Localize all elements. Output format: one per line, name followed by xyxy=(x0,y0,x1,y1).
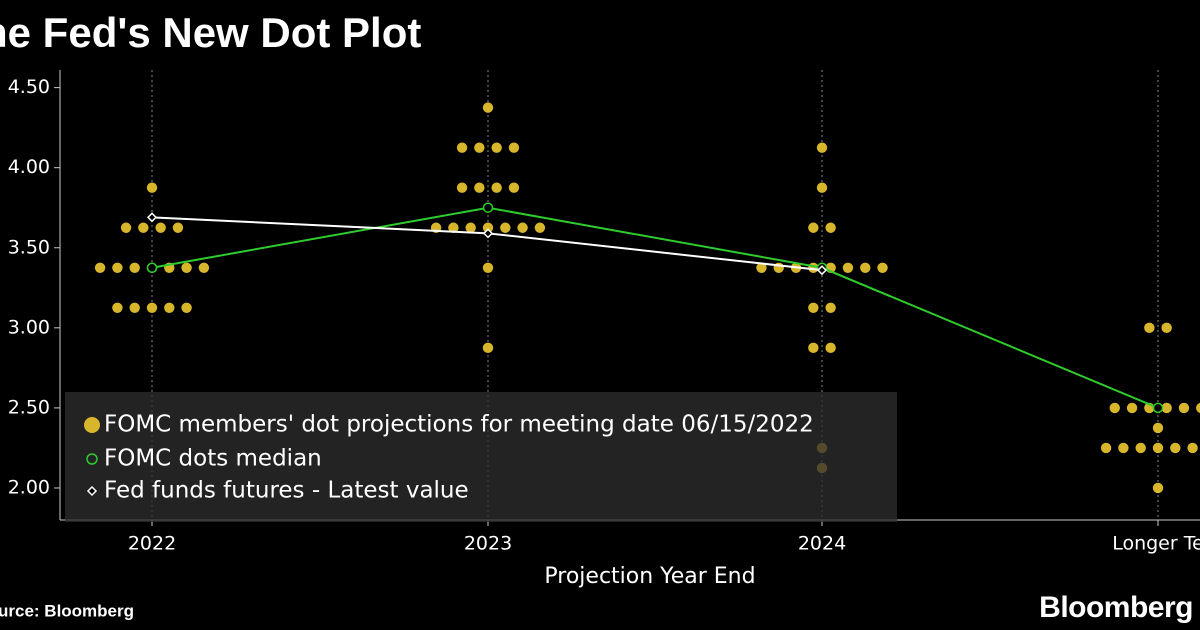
x-axis-label: Projection Year End xyxy=(544,564,755,589)
futures-marker xyxy=(816,265,828,276)
dot xyxy=(1126,402,1138,414)
x-tick-label: 2023 xyxy=(464,533,512,555)
dot xyxy=(181,302,192,314)
dot xyxy=(1152,482,1164,494)
dot xyxy=(756,262,767,273)
dot xyxy=(1178,402,1190,414)
dot xyxy=(129,262,140,273)
dot xyxy=(474,142,485,153)
dot xyxy=(448,222,459,233)
dot xyxy=(482,342,494,354)
dot xyxy=(465,222,476,233)
dot xyxy=(825,302,836,314)
dot xyxy=(1152,422,1164,434)
y-tick-label: 3.00 xyxy=(8,316,50,338)
median-line xyxy=(151,206,1159,409)
source: urce: Bloomberg xyxy=(0,601,134,620)
dot xyxy=(1187,442,1198,454)
dot xyxy=(517,222,528,233)
dot xyxy=(1161,402,1172,414)
legend-label: Fed funds futures - Latest value xyxy=(104,478,469,504)
dot xyxy=(1100,442,1112,454)
futures-marker xyxy=(146,212,158,223)
dot xyxy=(112,302,123,314)
dot xyxy=(860,262,871,273)
chart-title: he Fed's New Dot Plot xyxy=(0,9,421,56)
x-tick-label: 2022 xyxy=(128,533,176,555)
dot xyxy=(1196,402,1200,413)
legend-marker xyxy=(86,453,98,465)
dot xyxy=(816,142,828,153)
dot xyxy=(146,302,158,314)
dot xyxy=(181,262,192,273)
dot xyxy=(500,222,511,233)
dot xyxy=(482,102,494,113)
dot xyxy=(482,222,494,233)
dot xyxy=(1170,442,1181,454)
dot xyxy=(138,222,149,233)
dot xyxy=(155,222,166,233)
dot xyxy=(808,302,819,314)
dot xyxy=(816,182,828,193)
dot xyxy=(456,182,468,193)
dot xyxy=(842,262,854,273)
dot xyxy=(808,222,819,233)
dot xyxy=(120,222,132,233)
dot xyxy=(825,222,836,233)
legend-marker xyxy=(84,417,100,433)
dot xyxy=(508,182,520,193)
futures-marker xyxy=(482,228,494,239)
legend-label: FOMC dots median xyxy=(104,446,322,472)
dot xyxy=(491,142,502,153)
y-tick-label: 4.50 xyxy=(8,76,50,98)
dot xyxy=(1135,442,1146,454)
dot xyxy=(508,142,520,153)
dot xyxy=(491,182,502,193)
brand: Bloomberg xyxy=(1039,591,1193,624)
y-tick-label: 4.00 xyxy=(8,156,50,178)
dot xyxy=(1118,442,1129,454)
dot xyxy=(112,262,123,273)
dot xyxy=(1109,402,1120,414)
dot xyxy=(129,302,140,314)
dot xyxy=(172,222,184,233)
dot xyxy=(1161,322,1172,334)
x-tick-label: 2024 xyxy=(798,533,846,555)
dot xyxy=(94,262,106,273)
dot xyxy=(877,262,888,273)
y-tick-label: 3.50 xyxy=(8,236,50,258)
dot xyxy=(146,182,158,193)
median-marker xyxy=(1152,402,1164,414)
dot xyxy=(482,262,494,273)
x-tick-label: Longer Te xyxy=(1112,533,1200,555)
median-marker xyxy=(482,202,494,213)
dot xyxy=(198,262,210,273)
dot xyxy=(456,142,468,153)
median-marker xyxy=(146,262,158,274)
y-tick-label: 2.00 xyxy=(8,476,50,498)
legend-marker xyxy=(86,485,98,497)
dot xyxy=(1152,442,1164,454)
legend-box xyxy=(65,392,897,522)
dot xyxy=(825,342,836,354)
legend-label: FOMC members' dot projections for meetin… xyxy=(104,412,814,438)
dot xyxy=(164,302,175,314)
y-tick-label: 2.50 xyxy=(8,396,50,418)
dot xyxy=(534,222,546,233)
dot xyxy=(1144,322,1155,334)
dot xyxy=(808,342,819,354)
dot xyxy=(474,182,485,193)
